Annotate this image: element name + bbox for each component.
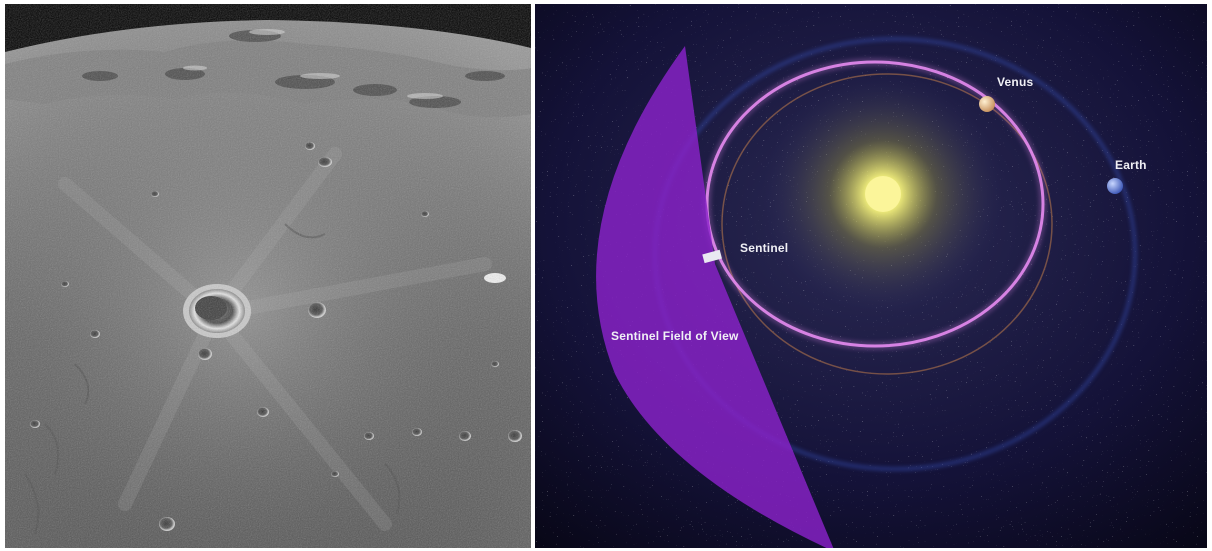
field-of-view-label: Sentinel Field of View [611,329,739,343]
venus-planet [979,96,995,112]
sentinel-label: Sentinel [740,241,788,255]
earth-planet [1107,178,1123,194]
sentinel-spacecraft [702,249,722,264]
sun-core [865,176,901,212]
solar-system-diagram: Venus Earth Sentinel Sentinel Field of V… [535,4,1207,548]
earth-label: Earth [1115,158,1147,172]
lunar-surface-illustration [5,4,531,548]
inner-orbit [721,73,1053,375]
field-of-view-wedge [596,46,834,548]
venus-label: Venus [997,75,1033,89]
solar-system-illustration: Venus Earth Sentinel Sentinel Field of V… [535,4,1207,548]
lunar-surface-photo [5,4,531,548]
